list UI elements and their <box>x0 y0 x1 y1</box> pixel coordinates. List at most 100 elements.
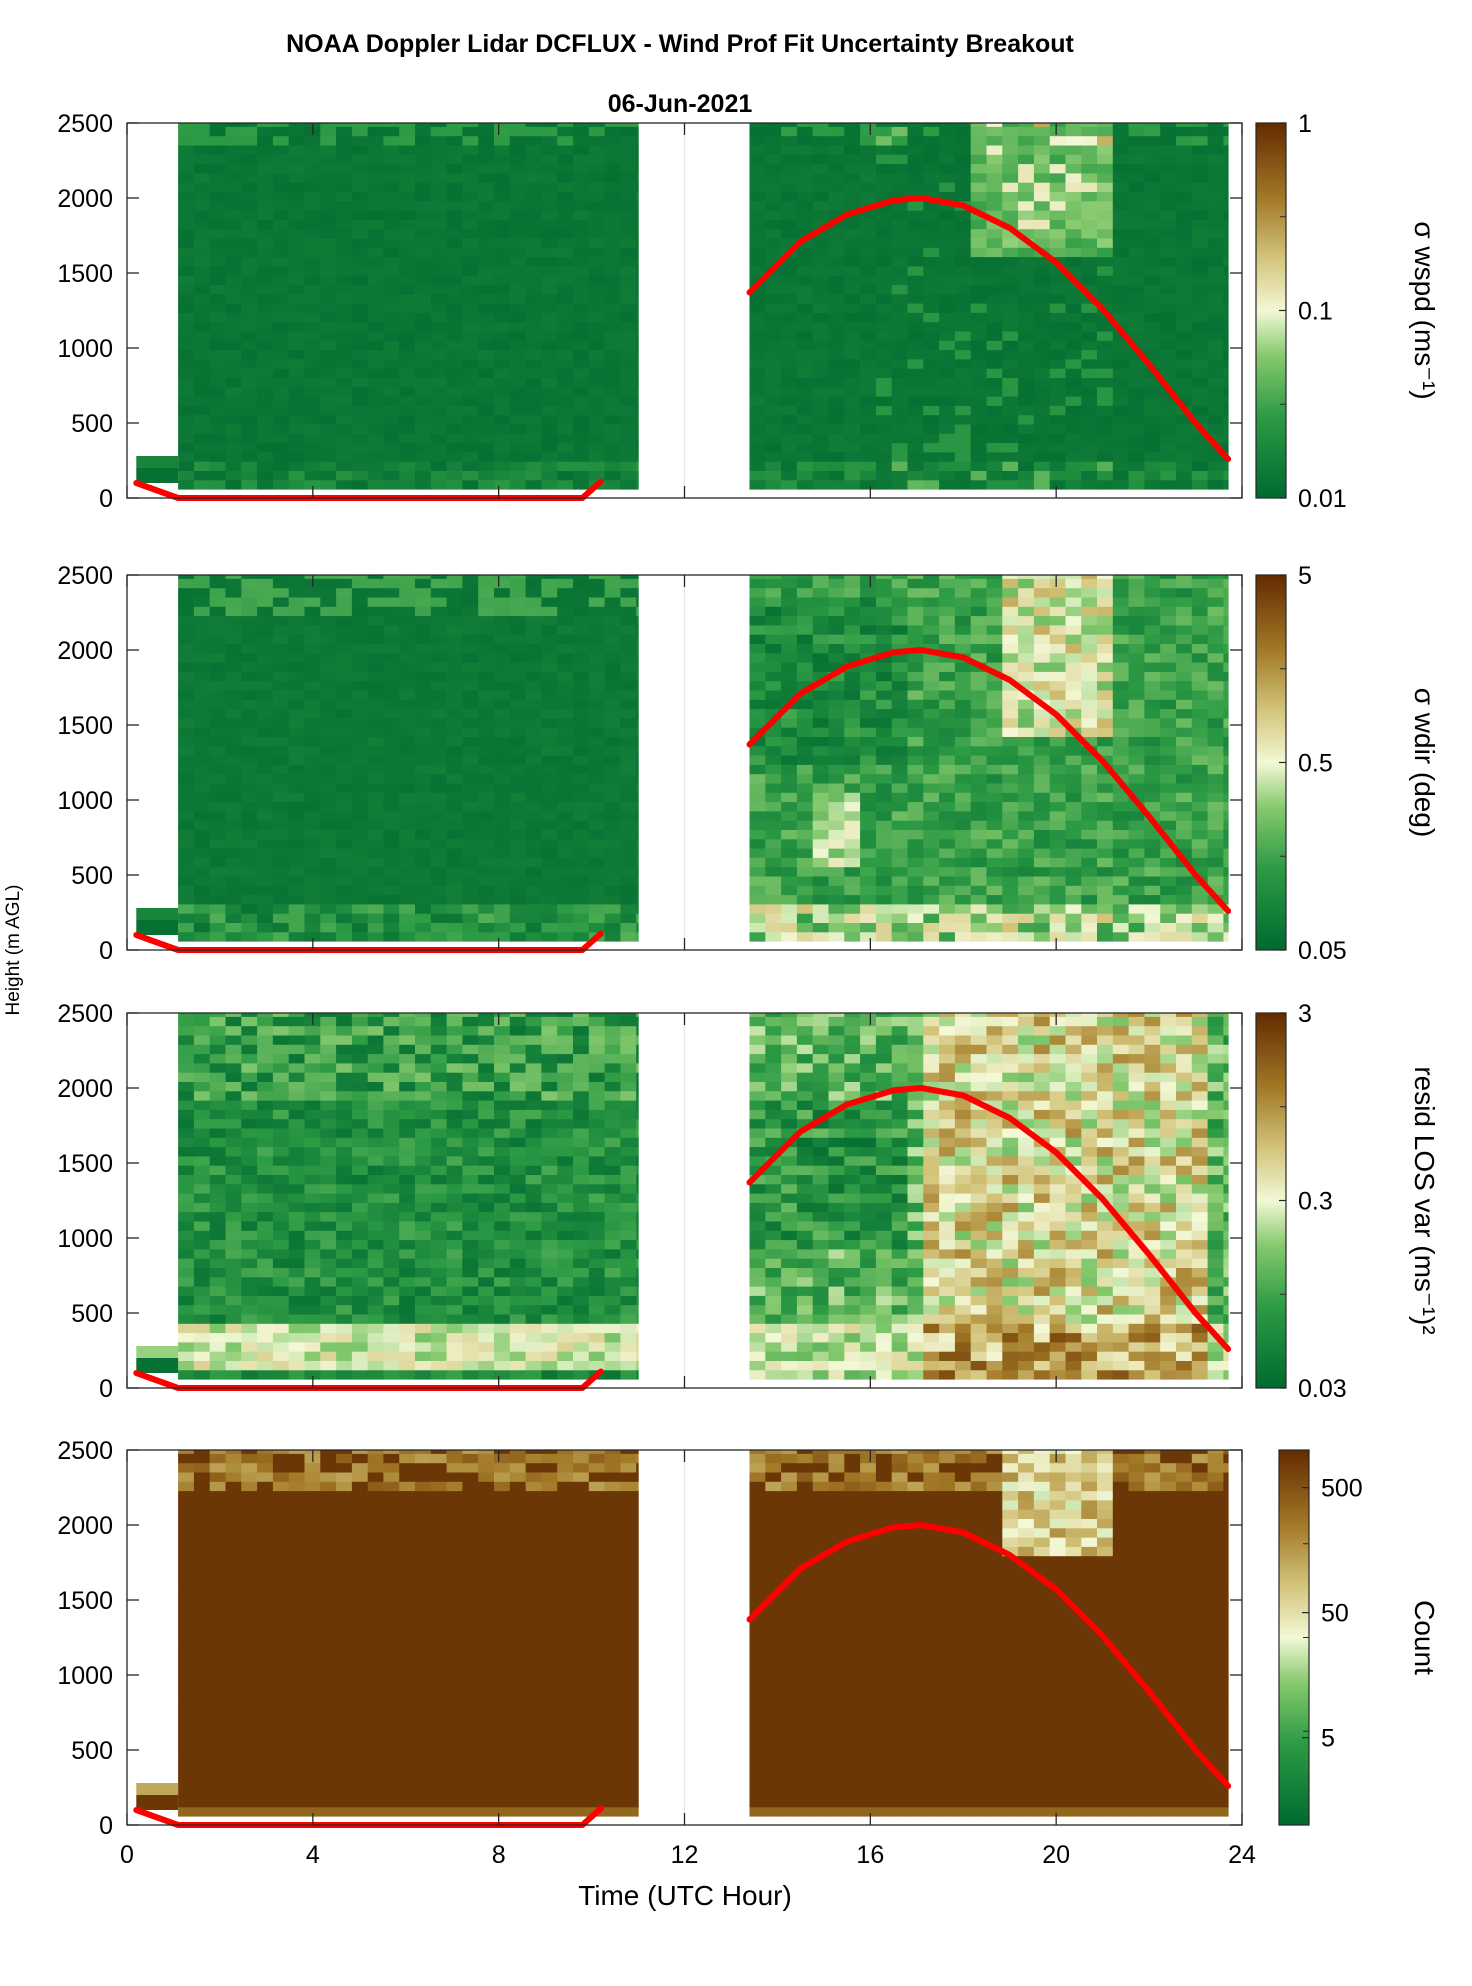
heatmap-cell <box>1112 736 1130 747</box>
heatmap-cell <box>844 433 861 444</box>
heatmap-cell <box>1033 479 1051 490</box>
heatmap-cell <box>954 349 972 360</box>
heatmap-cell <box>209 727 227 737</box>
heatmap-cell <box>336 587 353 598</box>
heatmap-cell <box>588 671 606 682</box>
heatmap-cell <box>1128 606 1145 617</box>
heatmap-cell <box>1049 293 1067 304</box>
heatmap-cell <box>844 634 861 644</box>
heatmap-cell <box>430 913 448 923</box>
heatmap-cell <box>415 433 432 444</box>
heatmap-cell <box>573 634 590 644</box>
heatmap-cell <box>494 386 511 397</box>
heatmap-cell <box>828 699 845 710</box>
heatmap-cell <box>636 606 639 617</box>
heatmap-cell <box>636 578 639 589</box>
heatmap-cell <box>636 727 639 737</box>
heatmap-cell <box>1081 219 1098 230</box>
heatmap-cell <box>383 801 400 812</box>
heatmap-cell <box>1160 293 1177 304</box>
heatmap-cell <box>1033 284 1051 295</box>
heatmap-cell <box>415 606 432 617</box>
heatmap-cell <box>828 810 845 821</box>
heatmap-cell <box>749 144 766 155</box>
heatmap-cell <box>1049 782 1067 793</box>
heatmap-cell <box>1018 680 1035 691</box>
heatmap-cell <box>430 736 448 747</box>
heatmap-cell <box>399 736 416 747</box>
heatmap-cell <box>1065 708 1082 719</box>
heatmap-cell <box>193 875 211 886</box>
heatmap-cell <box>860 451 877 462</box>
heatmap-cell <box>478 615 495 626</box>
heatmap-cell <box>209 126 227 137</box>
heatmap-cell <box>636 913 639 923</box>
heatmap-cell <box>257 875 274 886</box>
heatmap-cell <box>860 144 877 155</box>
heatmap-cell <box>1097 237 1114 248</box>
heatmap-cell <box>1207 386 1224 397</box>
heatmap-cell <box>1018 312 1035 323</box>
heatmap-cell <box>1033 848 1051 858</box>
heatmap-cell <box>891 829 909 840</box>
heatmap-cell <box>462 764 479 775</box>
heatmap-cell <box>573 922 590 933</box>
heatmap-cell <box>828 717 845 728</box>
overlay-line-afternoon <box>746 195 1232 462</box>
heatmap-cell <box>478 829 495 840</box>
heatmap-cell <box>1112 237 1130 248</box>
heatmap-cell <box>430 680 448 691</box>
heatmap-cell <box>193 652 211 663</box>
heatmap-cell <box>954 182 972 192</box>
heatmap-cell <box>1207 200 1224 211</box>
heatmap-cell <box>225 349 242 360</box>
heatmap-cell <box>288 284 306 295</box>
heatmap-cell <box>781 634 798 644</box>
heatmap-cell <box>241 340 258 351</box>
heatmap-cell <box>939 144 956 155</box>
heatmap-cell <box>193 123 211 127</box>
heatmap-cell <box>494 451 511 462</box>
heatmap-cell <box>478 634 495 644</box>
heatmap-cell <box>136 920 179 935</box>
heatmap-cell <box>1176 727 1193 737</box>
heatmap-cell <box>1049 829 1067 840</box>
heatmap-cell <box>1049 727 1067 737</box>
heatmap-cell <box>891 303 909 313</box>
heatmap-cell <box>351 470 369 481</box>
heatmap-cell <box>1049 810 1067 821</box>
heatmap-cell <box>304 736 321 747</box>
heatmap-cell <box>351 773 369 784</box>
heatmap-cell <box>1112 126 1130 137</box>
heatmap-cell <box>970 433 988 444</box>
heatmap-cell <box>241 820 258 830</box>
heatmap-cell <box>1144 479 1161 490</box>
heatmap-cell <box>557 386 574 397</box>
heatmap-cell <box>336 606 353 617</box>
heatmap-cell <box>907 689 924 700</box>
heatmap-cell <box>573 755 590 765</box>
heatmap-cell <box>509 671 527 682</box>
heatmap-cell <box>875 727 893 737</box>
heatmap-cell <box>383 340 400 351</box>
heatmap-cell <box>478 903 495 914</box>
heatmap-cell <box>367 736 385 747</box>
heatmap-cell <box>891 782 909 793</box>
heatmap-cell <box>1049 210 1067 220</box>
heatmap-cell <box>209 596 227 607</box>
heatmap-cell <box>272 228 290 239</box>
heatmap-cell <box>573 903 590 914</box>
heatmap-cell <box>1018 671 1035 682</box>
colorbar-label: σ wdir (deg) <box>1409 688 1440 838</box>
heatmap-cell <box>1097 191 1114 202</box>
heatmap-cell <box>1223 219 1229 230</box>
heatmap-cell <box>320 219 337 230</box>
heatmap-cell <box>351 275 369 285</box>
heatmap-cell <box>383 284 400 295</box>
heatmap-cell <box>828 423 845 434</box>
heatmap-cell <box>620 312 637 323</box>
heatmap-cell <box>383 643 400 654</box>
heatmap-cell <box>1018 172 1035 183</box>
heatmap-cell <box>986 634 1003 644</box>
heatmap-cell <box>604 303 621 313</box>
